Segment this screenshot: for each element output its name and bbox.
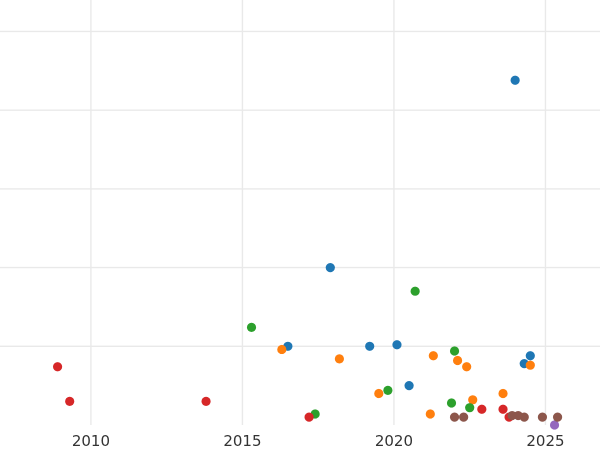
x-tick-label-2010: 2010 [72, 432, 110, 450]
data-point-s0-1 [325, 262, 335, 273]
data-point-s1-0 [277, 344, 287, 355]
data-point-s3-5 [498, 404, 508, 414]
data-point-s3-4 [477, 404, 487, 414]
data-point-s2-6 [465, 403, 475, 413]
data-point-s1-7 [468, 395, 478, 405]
data-point-s3-0 [52, 362, 63, 372]
data-point-s2-5 [449, 346, 460, 356]
data-point-s3-1 [65, 396, 75, 406]
data-point-s1-8 [498, 388, 508, 399]
data-point-s1-9 [525, 360, 535, 370]
data-point-s0-5 [510, 75, 520, 85]
x-tick-label-2015: 2015 [223, 432, 261, 450]
data-point-s2-2 [383, 385, 393, 395]
data-point-s5-6 [552, 412, 563, 422]
data-point-s3-2 [201, 396, 211, 406]
data-point-s5-5 [537, 412, 548, 422]
x-tick-labels: 2010 2015 2020 2025 [72, 432, 565, 450]
data-point-s0-7 [525, 351, 535, 361]
data-point-s1-5 [452, 355, 463, 366]
data-point-s4-0 [549, 420, 560, 430]
data-point-s1-3 [425, 409, 435, 419]
data-point-s5-1 [459, 412, 469, 422]
data-point-s2-0 [246, 322, 257, 333]
data-point-s1-6 [462, 362, 472, 372]
x-tick-label-2025: 2025 [526, 432, 564, 450]
data-point-s5-4 [519, 412, 529, 422]
data-point-s1-1 [334, 354, 344, 364]
data-point-s1-2 [374, 388, 384, 399]
data-point-s0-4 [404, 381, 414, 391]
x-tick-label-2020: 2020 [375, 432, 413, 450]
y-gridlines [0, 30, 600, 347]
data-point-s0-3 [392, 340, 402, 350]
x-gridlines [90, 0, 547, 425]
data-point-s2-3 [410, 286, 420, 296]
data-point-s2-4 [446, 398, 457, 408]
data-point-s0-2 [365, 341, 375, 351]
data-point-s5-0 [449, 412, 460, 422]
data-points [52, 75, 563, 430]
data-point-s3-3 [304, 412, 314, 422]
data-point-s1-4 [428, 351, 438, 361]
